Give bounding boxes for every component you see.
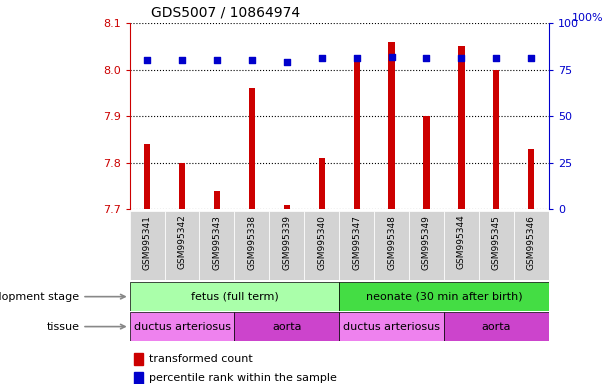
Bar [423,116,430,209]
Text: development stage: development stage [0,291,125,302]
Bar [214,191,220,209]
Bar [200,211,235,280]
Bar [270,211,305,280]
Text: 100%: 100% [572,13,603,23]
Text: aorta: aorta [482,321,511,332]
Bar [339,312,444,341]
Bar [235,211,270,280]
Bar [179,163,185,209]
Text: GSM995346: GSM995346 [527,215,536,270]
Text: ductus arteriosus: ductus arteriosus [133,321,230,332]
Point [247,57,257,63]
Bar [444,312,549,341]
Text: GSM995340: GSM995340 [317,215,326,270]
Bar [144,144,150,209]
Text: GSM995343: GSM995343 [212,215,221,270]
Bar [130,211,165,280]
Point [212,57,222,63]
Bar [493,70,499,209]
Bar [528,149,534,209]
Point [421,55,431,61]
Bar [248,88,255,209]
Point [177,57,187,63]
Text: ductus arteriosus: ductus arteriosus [343,321,440,332]
Bar [134,372,143,384]
Point [282,59,292,65]
Point [142,57,152,63]
Bar [305,211,339,280]
Text: GSM995341: GSM995341 [142,215,151,270]
Text: percentile rank within the sample: percentile rank within the sample [148,373,336,383]
Bar [130,312,235,341]
Bar [353,56,360,209]
Text: GSM995347: GSM995347 [352,215,361,270]
Bar [388,41,395,209]
Text: GSM995349: GSM995349 [422,215,431,270]
Point [317,55,327,61]
Text: GSM995348: GSM995348 [387,215,396,270]
Point [491,55,501,61]
Text: transformed count: transformed count [148,354,252,364]
Bar [134,353,143,365]
Bar [374,211,409,280]
Text: GSM995338: GSM995338 [247,215,256,270]
Bar [444,211,479,280]
Point [352,55,361,61]
Bar [130,282,339,311]
Bar [458,46,464,209]
Point [456,55,466,61]
Point [387,53,396,60]
Bar [514,211,549,280]
Bar [165,211,200,280]
Text: aorta: aorta [272,321,302,332]
Text: GSM995345: GSM995345 [492,215,501,270]
Text: GDS5007 / 10864974: GDS5007 / 10864974 [151,5,300,19]
Text: GSM995342: GSM995342 [177,215,186,270]
Bar [479,211,514,280]
Text: fetus (full term): fetus (full term) [191,291,279,302]
Bar [318,158,325,209]
Point [526,55,536,61]
Bar [235,312,339,341]
Bar [409,211,444,280]
Text: tissue: tissue [46,321,125,332]
Text: GSM995339: GSM995339 [282,215,291,270]
Bar [339,282,549,311]
Text: neonate (30 min after birth): neonate (30 min after birth) [365,291,522,302]
Text: GSM995344: GSM995344 [457,215,466,270]
Bar [339,211,374,280]
Bar [283,205,290,209]
